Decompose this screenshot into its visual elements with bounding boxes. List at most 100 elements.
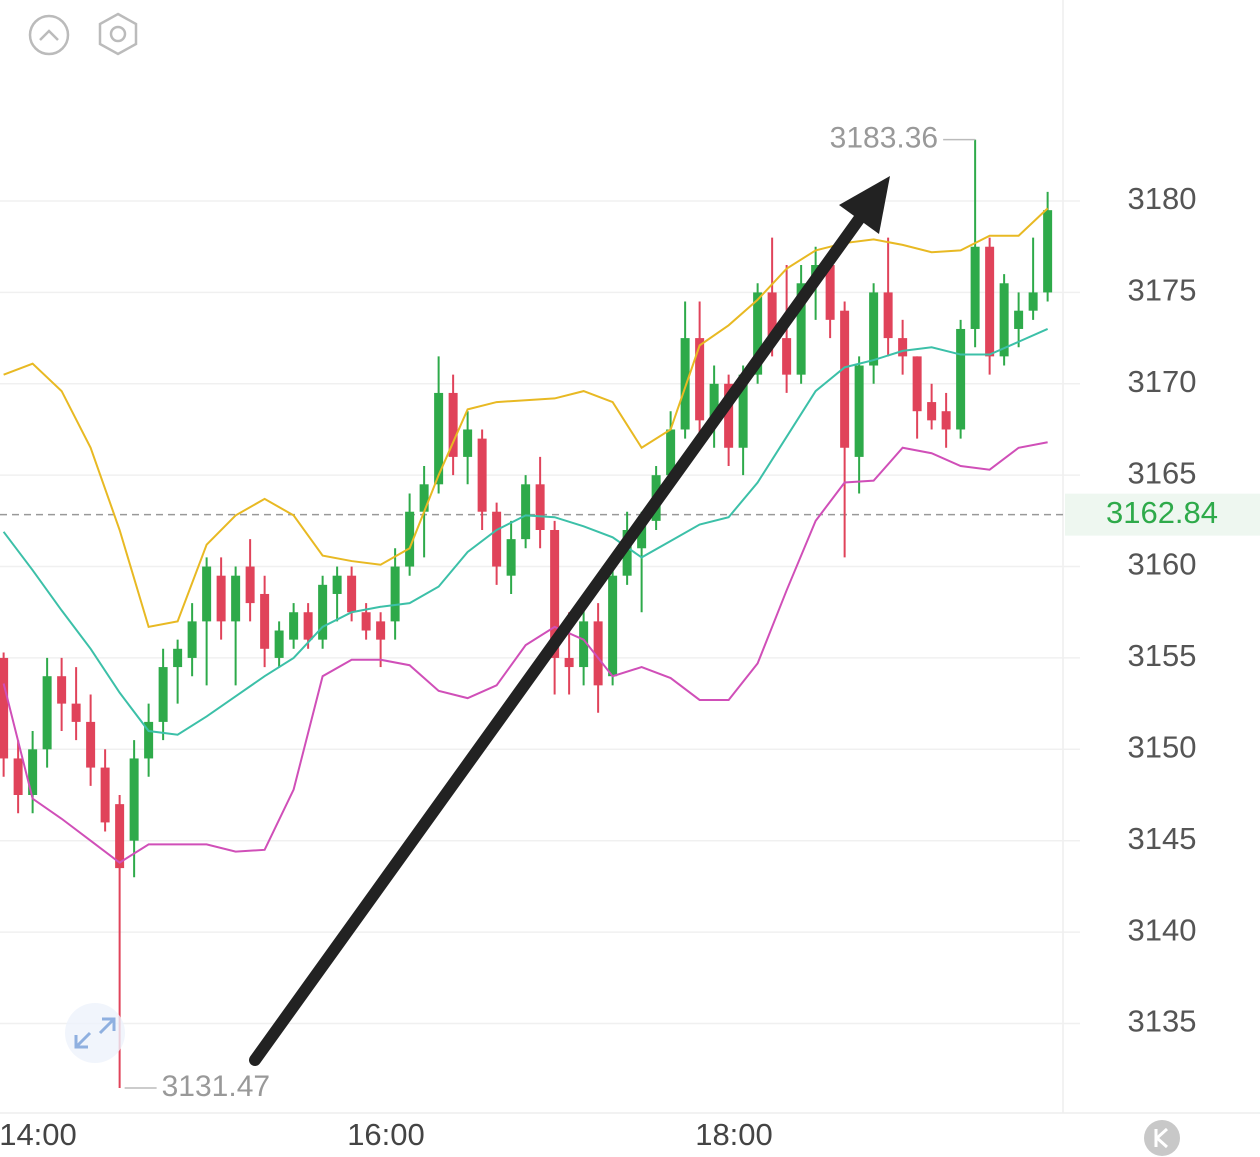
- candle-body: [956, 328, 966, 430]
- candle-body: [854, 365, 864, 457]
- candle-body: [506, 539, 516, 576]
- candle-body: [1043, 210, 1053, 293]
- candle-body: [999, 283, 1009, 357]
- candle-body: [680, 338, 690, 430]
- high-marker-label: 3183.36: [830, 122, 938, 155]
- candle-body: [448, 392, 458, 457]
- kline-icon: [1144, 1120, 1180, 1156]
- candle-body: [202, 566, 212, 622]
- reference-label-bg: [1065, 493, 1260, 536]
- candle-body: [289, 612, 299, 640]
- candle-body: [593, 621, 603, 686]
- candle-body: [245, 566, 255, 604]
- candle-body: [100, 767, 110, 823]
- x-tick-label: 14:00: [0, 1117, 77, 1152]
- candle-body: [753, 292, 763, 375]
- candle-body: [463, 429, 473, 457]
- low-marker-label: 3131.47: [162, 1070, 270, 1103]
- candle-body: [216, 575, 226, 622]
- y-tick-label: 3140: [1128, 912, 1197, 947]
- candle-body: [1014, 310, 1024, 329]
- kline-glyph: [1154, 1127, 1169, 1149]
- candle-body: [274, 630, 284, 658]
- band-line: [2, 328, 1049, 736]
- candle-body: [521, 484, 531, 540]
- y-tick-label: 3165: [1128, 455, 1197, 490]
- candle-body: [187, 621, 197, 658]
- candle-body: [825, 265, 835, 320]
- plot: 3183.36 3131.47: [0, 122, 1080, 1103]
- candle-body: [564, 657, 574, 668]
- band-line: [3, 207, 1049, 629]
- candle-body: [985, 246, 995, 357]
- reference-label: 3162.84: [1106, 495, 1218, 530]
- candle-body: [738, 374, 748, 448]
- candle-body: [376, 621, 386, 640]
- candle-body: [57, 676, 67, 704]
- band-line: [2, 441, 1048, 864]
- candle-body: [637, 520, 647, 549]
- candle-body: [129, 758, 139, 841]
- candle-body: [927, 402, 937, 421]
- y-tick-label: 3145: [1128, 821, 1197, 856]
- y-tick-label: 3160: [1128, 547, 1197, 582]
- candle-body: [622, 530, 632, 576]
- candle-body: [724, 383, 734, 448]
- candle-body: [28, 749, 38, 795]
- arrow-shaft: [249, 209, 868, 1066]
- candle-body: [390, 566, 400, 622]
- arrow-head: [839, 176, 890, 234]
- candle-body: [970, 246, 980, 329]
- trend-arrow: [249, 176, 890, 1066]
- candle-body: [115, 804, 125, 869]
- x-tick-label: 16:00: [347, 1117, 425, 1152]
- candle-body: [709, 383, 719, 421]
- candle-body: [434, 392, 444, 485]
- candle-body: [42, 676, 52, 750]
- candle-body: [86, 721, 96, 768]
- candle-body: [1028, 292, 1038, 311]
- candle-body: [869, 292, 879, 366]
- y-tick-label: 3180: [1128, 181, 1197, 216]
- hexagon-dot: [109, 25, 127, 43]
- candle-body: [912, 356, 922, 412]
- settings-button[interactable]: [98, 12, 138, 56]
- candle-body: [767, 292, 777, 339]
- x-tick-label: 18:00: [695, 1117, 773, 1152]
- y-tick-label: 3150: [1128, 729, 1197, 764]
- candle-body: [782, 338, 792, 375]
- collapse-icon: [28, 14, 70, 56]
- expand-button[interactable]: [65, 1003, 125, 1063]
- candle-body: [492, 511, 502, 567]
- candle-body: [883, 292, 893, 339]
- candle-body: [71, 703, 81, 722]
- candle-body: [144, 721, 154, 759]
- y-tick-label: 3170: [1128, 364, 1197, 399]
- candle-body: [231, 575, 241, 622]
- chevron: [39, 29, 59, 41]
- candle-body: [13, 758, 23, 795]
- expand-bg: [65, 1003, 125, 1063]
- candle-body: [840, 310, 850, 448]
- candle-body: [173, 648, 183, 668]
- candle-body: [550, 530, 560, 658]
- y-tick-label: 3155: [1128, 638, 1197, 673]
- candle-body: [158, 667, 168, 722]
- collapse-button[interactable]: [28, 14, 70, 56]
- candle-body: [260, 593, 270, 649]
- candle-body: [318, 584, 328, 640]
- candle-body: [695, 338, 705, 421]
- candle-body: [361, 612, 371, 631]
- candle-body: [898, 338, 908, 357]
- expand-icon: [74, 1017, 116, 1049]
- candle-body: [579, 621, 589, 668]
- candle-body: [347, 575, 357, 613]
- y-tick-label: 3135: [1128, 1004, 1197, 1039]
- candle-body: [332, 575, 342, 594]
- hexagon-icon: [98, 12, 138, 56]
- candle-body: [0, 657, 9, 759]
- candle-body: [941, 411, 951, 430]
- kline-button[interactable]: [1144, 1120, 1180, 1156]
